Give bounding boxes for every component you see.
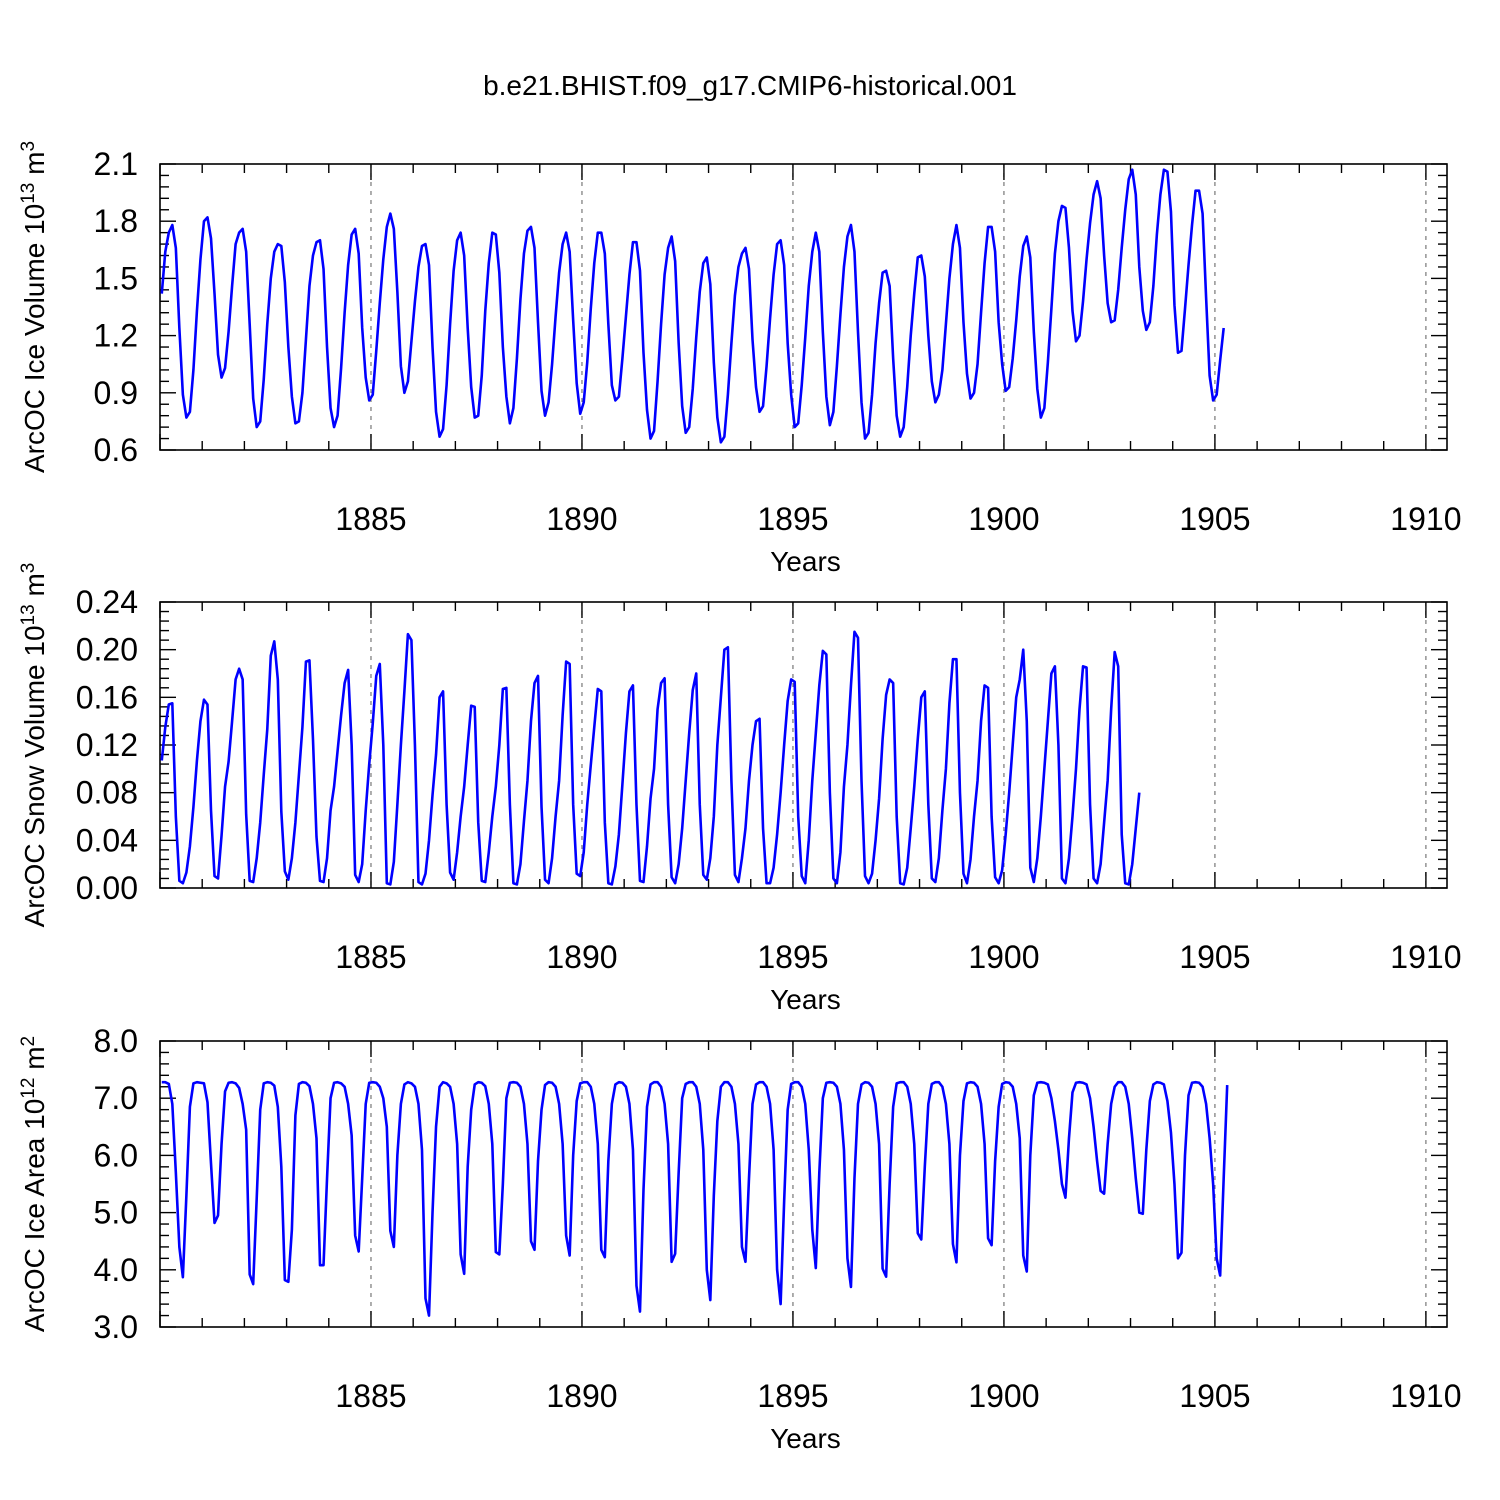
y-tick-label: 4.0 [94, 1252, 138, 1288]
x-tick-label: 1890 [546, 939, 617, 975]
y-axis-title: ArcOC Ice Area 1012 m2 [18, 1036, 50, 1332]
y-tick-label: 0.9 [94, 375, 138, 411]
x-tick-label: 1895 [757, 501, 828, 537]
x-tick-label: 1900 [968, 501, 1039, 537]
y-tick-label: 5.0 [94, 1195, 138, 1231]
plot-frame [159, 1040, 1448, 1328]
x-axis-title: Years [770, 546, 841, 577]
y-tick-label: 0.16 [76, 679, 138, 715]
y-tick-label: 6.0 [94, 1137, 138, 1173]
y-tick-label: 0.24 [76, 584, 138, 620]
y-tick-label: 1.8 [94, 203, 138, 239]
x-tick-label: 1890 [546, 501, 617, 537]
x-tick-label: 1910 [1390, 501, 1461, 537]
x-tick-label: 1885 [335, 939, 406, 975]
x-tick-label: 1900 [968, 939, 1039, 975]
x-tick-label: 1905 [1179, 939, 1250, 975]
x-tick-label: 1910 [1390, 939, 1461, 975]
x-tick-label: 1890 [546, 1378, 617, 1414]
y-tick-label: 0.04 [76, 822, 138, 858]
plot-frame [159, 163, 1448, 451]
y-tick-label: 0.12 [76, 727, 138, 763]
x-tick-label: 1905 [1179, 501, 1250, 537]
x-axis-title: Years [770, 1423, 841, 1454]
panel-ice-area: 3.0 4.0 5.0 6.0 7.0 8.0 1885 1890 1895 1900 1905 19… [18, 1023, 1461, 1454]
series-line [160, 168, 1225, 444]
x-tick-label: 1910 [1390, 1378, 1461, 1414]
y-tick-label: 8.0 [94, 1023, 138, 1059]
y-tick-label: 7.0 [94, 1080, 138, 1116]
plot-frame [159, 601, 1448, 889]
y-tick-label: 3.0 [94, 1309, 138, 1345]
y-tick-label: 0.08 [76, 775, 138, 811]
x-axis-title: Years [770, 984, 841, 1015]
panel-snow-volume: 0.00 0.04 0.08 0.12 0.16 0.20 0.24 1885 1890 1895… [18, 563, 1461, 1015]
x-tick-label: 1895 [757, 1378, 828, 1414]
y-tick-label: 1.2 [94, 318, 138, 354]
series-line [160, 630, 1141, 886]
figure-title: b.e21.BHIST.f09_g17.CMIP6-historical.001 [483, 70, 1017, 101]
y-axis-title: ArcOC Snow Volume 1013 m3 [18, 563, 50, 928]
y-axis-title: ArcOC Ice Volume 1013 m3 [18, 141, 50, 473]
y-tick-label: 1.5 [94, 260, 138, 296]
x-tick-label: 1895 [757, 939, 828, 975]
y-tick-label: 0.6 [94, 432, 138, 468]
y-tick-label: 0.20 [76, 632, 138, 668]
y-tick-label: 2.1 [94, 146, 138, 182]
x-tick-label: 1885 [335, 1378, 406, 1414]
x-tick-label: 1905 [1179, 1378, 1250, 1414]
panel-ice-volume: 0.6 0.9 1.2 1.5 1.8 2.1 1885 1890 1895 1900 1905 19… [18, 141, 1461, 577]
x-tick-label: 1900 [968, 1378, 1039, 1414]
series-line [161, 1080, 1229, 1317]
y-tick-label: 0.00 [76, 870, 138, 906]
x-tick-label: 1885 [335, 501, 406, 537]
